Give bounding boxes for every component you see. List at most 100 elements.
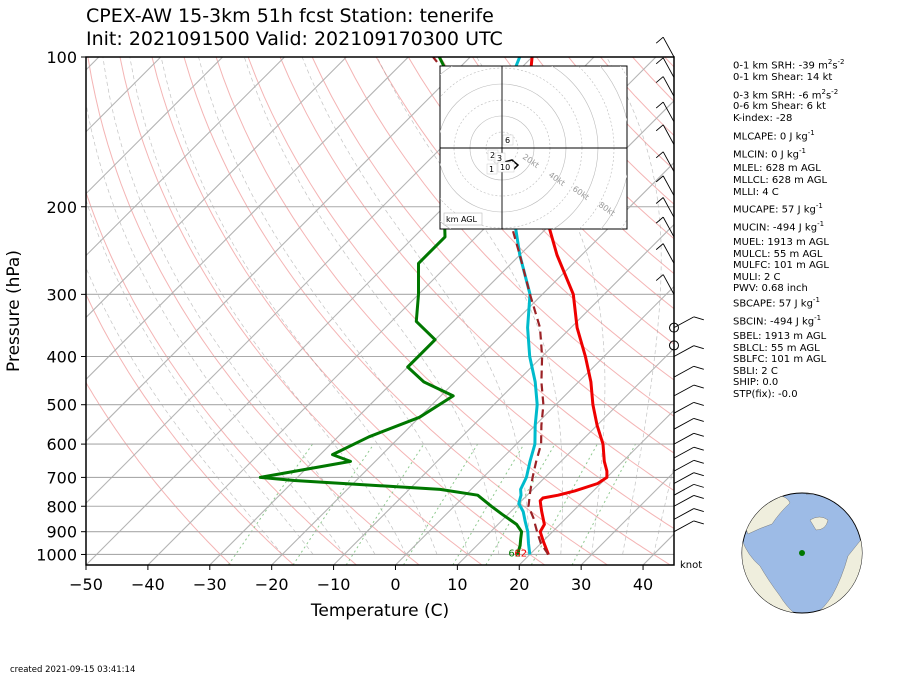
wind-barb: [673, 432, 695, 445]
index-mlli: MLLI: 4 C: [733, 187, 845, 199]
index-kindex: K-index: -28: [733, 113, 845, 125]
index-label: SBCIN: -494 J kg: [733, 316, 815, 328]
wind-barb: [673, 316, 695, 329]
hodograph-height-box: [486, 163, 498, 175]
isotherm: [580, 471, 674, 565]
isotherm: [86, 57, 471, 442]
wind-barb: [662, 124, 675, 145]
wind-barb-flag: [693, 384, 704, 389]
isotherm: [395, 285, 674, 565]
isotherm: [86, 57, 347, 319]
wind-barb-flag: [655, 101, 664, 109]
index-sblcl: SBLCL: 55 m AGL: [733, 343, 845, 355]
wind-barb: [673, 365, 695, 378]
x-tick-label: −10: [317, 575, 351, 594]
index-unit-exponent: 2: [827, 58, 833, 66]
y-tick-label: 900: [46, 523, 77, 542]
moist-adiabat: [243, 57, 500, 555]
index-label: SBLFC: 101 m AGL: [733, 354, 827, 366]
isotherm: [86, 57, 409, 381]
wind-barb-flag: [693, 520, 704, 525]
index-label: MUCAPE: 57 J kg: [733, 204, 816, 216]
x-axis-label: Temperature (C): [310, 601, 449, 621]
background-lines: [86, 57, 674, 565]
dry-adiabat: [407, 57, 674, 345]
index-muel: MUEL: 1913 m AGL: [733, 237, 845, 249]
index-unit-exponent: -1: [812, 296, 820, 305]
dry-adiabat: [151, 57, 546, 565]
dry-adiabat: [183, 57, 608, 565]
wind-barb: [662, 274, 675, 295]
index-label: MUEL: 1913 m AGL: [733, 237, 829, 249]
index-label: 0-1 km SRH: -39 m: [733, 60, 828, 72]
isotherm: [86, 57, 224, 195]
calm-wind-circle: [669, 340, 679, 351]
x-tick-label: −50: [69, 575, 103, 594]
index-label: SBCAPE: 57 J kg: [733, 298, 813, 310]
index-unit-exponent: 2: [821, 87, 826, 96]
y-tick-label: 100: [46, 48, 77, 67]
calm-wind-circle: [669, 322, 679, 333]
index-unit-exponent: -2: [831, 87, 839, 96]
index-label: MLCAPE: 0 J kg: [733, 130, 808, 142]
moist-adiabat: [606, 57, 662, 555]
isotherm: [333, 223, 674, 565]
index-stp: STP(fix): -0.0: [733, 389, 845, 401]
y-tick-label: 700: [46, 468, 77, 487]
wind-barb: [673, 417, 695, 430]
index-label: SBLI: 2 C: [733, 365, 778, 377]
wind-barb-flag: [655, 151, 664, 159]
wind-barb: [662, 197, 675, 218]
index-muli: MULI: 2 C: [733, 272, 845, 284]
dry-adiabat: [86, 381, 232, 565]
hodograph-frame: [439, 65, 628, 230]
isotherm: [86, 57, 285, 257]
index-label: 0-3 km SRH: -6 m: [733, 89, 822, 101]
index-label: MLLCL: 628 m AGL: [733, 175, 828, 187]
index-mllcl: MLLCL: 628 m AGL: [733, 175, 845, 187]
index-label: MUCIN: -494 J kg: [733, 222, 818, 234]
mixing-ratio-line: [452, 443, 525, 565]
hodograph-corner-label: km AGL: [446, 215, 478, 224]
hodograph-height-box: [497, 161, 515, 173]
index-label: MULFC: 101 m AGL: [733, 260, 829, 272]
indices-panel: 0-1 km SRH: -39 m2s-2 0-1 km Shear: 14 kt…: [733, 57, 845, 400]
wind-barb: [673, 345, 695, 357]
index-unit-exponent: -1: [814, 313, 822, 322]
index-label: 0-6 km Shear: 6 kt: [733, 101, 826, 113]
wind-barb-flag: [693, 432, 704, 437]
x-tick-label: 20: [509, 575, 529, 594]
wind-barb: [662, 243, 675, 264]
chart-title: CPEX-AW 15-3km 51h fcst Station: tenerif…: [86, 5, 494, 27]
index-mulcl: MULCL: 55 m AGL: [733, 249, 845, 261]
index-label: K-index: -28: [733, 113, 793, 125]
mixing-ratio-line: [292, 443, 375, 565]
wind-barb: [662, 175, 675, 196]
hodograph-height-label: 1: [489, 165, 494, 174]
dry-adiabat: [439, 57, 674, 310]
index-pwv: PWV: 0.68 inch: [733, 283, 845, 295]
temperature-line: [523, 57, 609, 556]
dry-adiabat: [311, 57, 674, 454]
mixing-ratio-line: [403, 443, 479, 565]
created-timestamp: created 2021-09-15 03:41:14: [10, 665, 136, 675]
dry-adiabat: [471, 57, 674, 275]
x-tick-label: 10: [447, 575, 467, 594]
index-unit: s: [825, 89, 832, 101]
index-label: MULCL: 55 m AGL: [733, 248, 823, 260]
x-tick-label: 0: [390, 575, 400, 594]
index-mlel: MLEL: 628 m AGL: [733, 163, 845, 175]
moist-adiabat: [160, 57, 438, 555]
wind-barb-flag: [693, 365, 704, 370]
moist-adiabat: [129, 57, 407, 555]
index-label: MLLI: 4 C: [733, 186, 779, 198]
wind-barb-flag: [693, 459, 704, 464]
index-shear06: 0-6 km Shear: 6 kt: [733, 101, 845, 113]
hodograph-height-label: 10: [500, 163, 510, 172]
index-mlcin: MLCIN: 0 J kg-1: [733, 146, 845, 161]
location-globe: [741, 492, 863, 614]
wind-barb-flag: [693, 446, 704, 451]
index-sbel: SBEL: 1913 m AGL: [733, 331, 845, 343]
wind-barb: [662, 216, 675, 238]
wind-barb: [673, 520, 695, 533]
